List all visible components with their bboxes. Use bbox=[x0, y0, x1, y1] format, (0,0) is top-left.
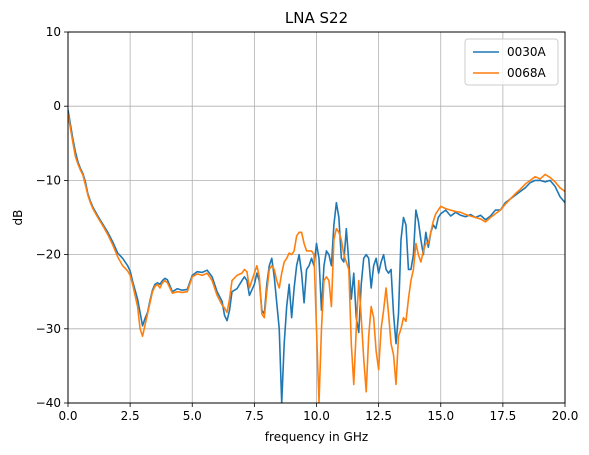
x-tick-label: 17.5 bbox=[490, 409, 517, 423]
legend: 0030A 0068A bbox=[464, 38, 559, 86]
series-line-0068A bbox=[68, 113, 565, 403]
x-axis-label: frequency in GHz bbox=[265, 430, 368, 444]
x-tick-label: 5.0 bbox=[183, 409, 202, 423]
x-tick-label: 0.0 bbox=[58, 409, 77, 423]
legend-label: 0030A bbox=[507, 45, 547, 59]
y-tick-label: 10 bbox=[46, 25, 61, 39]
chart-title: LNA S22 bbox=[285, 9, 348, 27]
legend-label: 0068A bbox=[507, 66, 547, 80]
y-axis-label: dB bbox=[11, 210, 25, 226]
x-tick-label: 2.5 bbox=[121, 409, 140, 423]
x-tick-label: 7.5 bbox=[245, 409, 264, 423]
y-tick-label: −20 bbox=[36, 248, 61, 262]
y-tick-label: 0 bbox=[53, 99, 61, 113]
y-tick-label: −30 bbox=[36, 322, 61, 336]
series-layer bbox=[68, 109, 565, 403]
x-axis-ticks: 0.0 2.5 5.0 7.5 10.0 12.5 15.0 17.5 20.0 bbox=[58, 403, 578, 423]
x-tick-label: 10.0 bbox=[303, 409, 330, 423]
x-tick-label: 15.0 bbox=[427, 409, 454, 423]
y-tick-label: −10 bbox=[36, 173, 61, 187]
x-tick-label: 20.0 bbox=[552, 409, 579, 423]
x-tick-label: 12.5 bbox=[365, 409, 392, 423]
y-tick-label: −40 bbox=[36, 396, 61, 410]
y-axis-ticks: −40 −30 −20 −10 0 10 bbox=[36, 25, 68, 410]
